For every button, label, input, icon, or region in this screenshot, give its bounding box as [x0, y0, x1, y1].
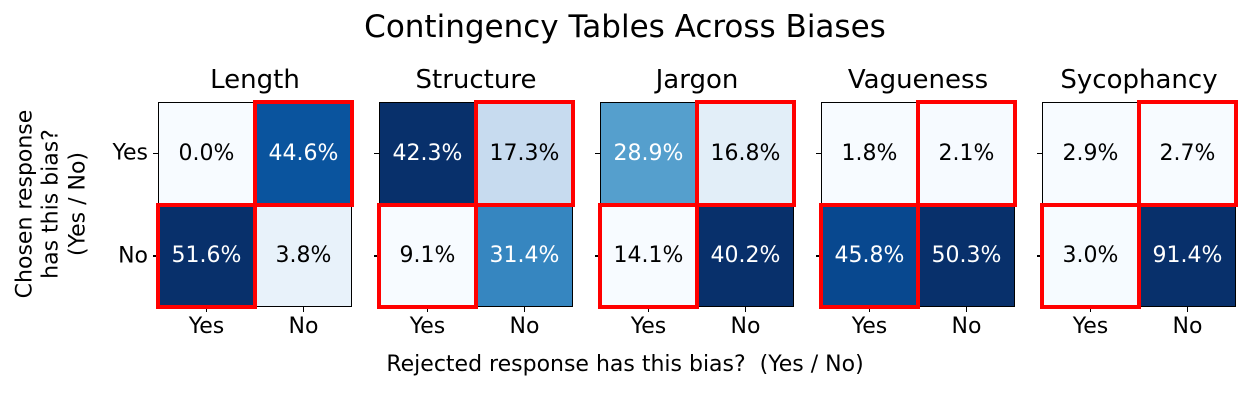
x-tick-label: No: [509, 314, 540, 339]
x-tick-mark: [1186, 307, 1189, 312]
cell-value: 3.8%: [275, 243, 332, 269]
cell-value: 45.8%: [834, 243, 905, 269]
heatmap-cell: 31.4%: [476, 204, 573, 307]
subplot-title: Jargon: [655, 65, 739, 95]
x-tick-mark: [302, 307, 305, 312]
heatmap-cell: 2.1%: [918, 102, 1015, 205]
x-tick-label: Yes: [851, 314, 888, 339]
x-axis-label: Rejected response has this bias? (Yes / …: [386, 352, 864, 377]
y-tick-mark: [595, 152, 600, 154]
cell-value: 28.9%: [613, 140, 684, 166]
cell-value: 50.3%: [931, 243, 1002, 269]
heatmap-cell: 3.0%: [1042, 204, 1139, 307]
figure-title: Contingency Tables Across Biases: [364, 9, 886, 45]
x-tick-mark: [744, 307, 747, 312]
heatmap-cell: 14.1%: [600, 204, 697, 307]
cell-value: 3.0%: [1062, 243, 1119, 269]
y-tick-mark: [816, 255, 821, 257]
heatmap-cell: 9.1%: [379, 204, 476, 307]
cell-value: 2.9%: [1062, 140, 1119, 166]
x-tick-label: Yes: [409, 314, 446, 339]
x-tick-mark: [426, 307, 429, 312]
y-tick-mark: [1037, 152, 1042, 154]
cell-value: 44.6%: [268, 140, 339, 166]
x-tick-label: No: [288, 314, 319, 339]
x-tick-mark: [523, 307, 526, 312]
subplot-title: Length: [210, 65, 300, 95]
cell-value: 17.3%: [489, 140, 560, 166]
heatmap-cell: 42.3%: [379, 102, 476, 205]
y-tick-mark: [816, 152, 821, 154]
cell-value: 9.1%: [399, 243, 456, 269]
x-tick-mark: [1089, 307, 1092, 312]
y-axis-label: Chosen response has this bias? (Yes / No…: [12, 109, 91, 299]
y-tick-mark: [595, 255, 600, 257]
heatmap-cell: 40.2%: [697, 204, 794, 307]
heatmap-table-sycophancy: Sycophancy 2.9% 2.7% 3.0% 91.4% Yes No: [1037, 66, 1238, 339]
heatmap-cell: 1.8%: [821, 102, 918, 205]
heatmap-cell: 3.8%: [255, 204, 352, 307]
heatmap-table-length: Length 0.0% 44.6% 51.6% 3.8% Yes No Yes No: [112, 66, 354, 339]
y-tick-label: Yes: [112, 140, 148, 166]
heatmap-cell: 2.7%: [1139, 102, 1236, 205]
heatmap-table-jargon: Jargon 28.9% 16.8% 14.1% 40.2% Yes No: [595, 66, 796, 339]
y-tick-mark: [374, 152, 379, 154]
cell-value: 51.6%: [171, 243, 242, 269]
x-tick-label: Yes: [188, 314, 225, 339]
x-tick-label: No: [730, 314, 761, 339]
heatmap-cell: 51.6%: [158, 204, 255, 307]
heatmap-cell: 28.9%: [600, 102, 697, 205]
cell-value: 14.1%: [613, 243, 684, 269]
heatmap-cell: 0.0%: [158, 102, 255, 205]
cell-value: 16.8%: [710, 140, 781, 166]
subplot-title: Structure: [415, 65, 537, 95]
heatmap-cell: 17.3%: [476, 102, 573, 205]
x-tick-mark: [965, 307, 968, 312]
subplot-title: Vagueness: [847, 65, 989, 95]
cell-value: 1.8%: [841, 140, 898, 166]
x-tick-label: No: [1172, 314, 1203, 339]
cell-value: 42.3%: [392, 140, 463, 166]
cell-value: 0.0%: [178, 140, 235, 166]
cell-value: 2.7%: [1159, 140, 1216, 166]
heatmap-cell: 44.6%: [255, 102, 352, 205]
heatmap-cell: 50.3%: [918, 204, 1015, 307]
x-tick-mark: [868, 307, 871, 312]
x-tick-label: Yes: [630, 314, 667, 339]
cell-value: 2.1%: [938, 140, 995, 166]
y-tick-label: No: [118, 243, 148, 269]
heatmap-table-structure: Structure 42.3% 17.3% 9.1% 31.4% Yes No: [374, 66, 575, 339]
y-tick-mark: [374, 255, 379, 257]
subplot-title: Sycophancy: [1060, 65, 1218, 95]
heatmap-cell: 91.4%: [1139, 204, 1236, 307]
cell-value: 31.4%: [489, 243, 560, 269]
y-tick-mark: [153, 255, 158, 257]
x-tick-label: Yes: [1072, 314, 1109, 339]
heatmap-cell: 16.8%: [697, 102, 794, 205]
cell-value: 91.4%: [1152, 243, 1223, 269]
x-tick-mark: [647, 307, 650, 312]
x-tick-label: No: [951, 314, 982, 339]
heatmap-cell: 2.9%: [1042, 102, 1139, 205]
heatmap-table-vagueness: Vagueness 1.8% 2.1% 45.8% 50.3% Yes No: [816, 66, 1017, 339]
y-tick-mark: [153, 152, 158, 154]
heatmap-cell: 45.8%: [821, 204, 918, 307]
cell-value: 40.2%: [710, 243, 781, 269]
y-tick-mark: [1037, 255, 1042, 257]
x-tick-mark: [205, 307, 208, 312]
